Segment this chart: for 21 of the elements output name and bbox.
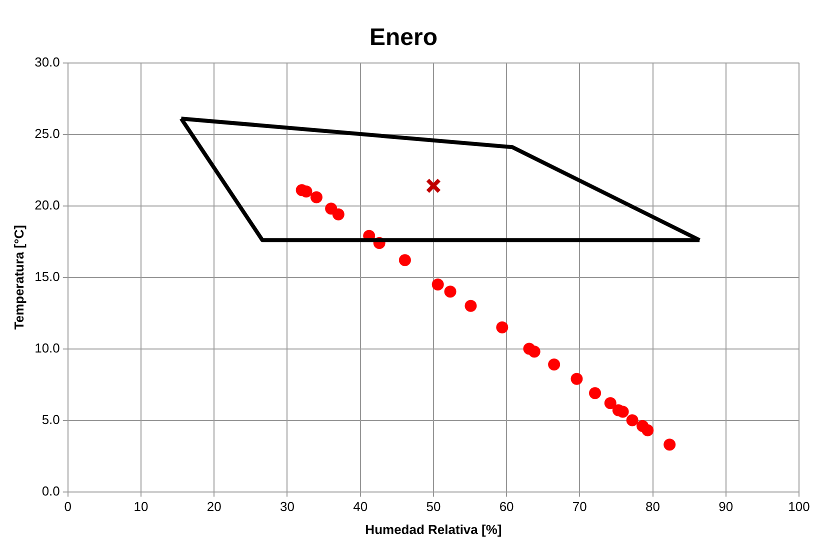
x-tick-label: 70 xyxy=(572,499,587,514)
x-tick-label: 50 xyxy=(426,499,441,514)
x-tick-label: 100 xyxy=(788,499,810,514)
y-axis-title: Temperatura [°C] xyxy=(11,224,26,330)
y-tick-label: 0.0 xyxy=(42,483,60,498)
x-tick-label: 10 xyxy=(134,499,148,514)
y-tick-label: 20.0 xyxy=(34,197,60,212)
y-tick-label: 30.0 xyxy=(34,54,60,70)
x-tick-label: 40 xyxy=(353,499,368,514)
x-tick-label: 20 xyxy=(206,499,222,514)
y-tick-label: 15.0 xyxy=(34,268,60,284)
x-tick-label: 60 xyxy=(499,499,514,514)
y-tick-label: 10.0 xyxy=(34,340,60,356)
y-tick-label: 25.0 xyxy=(34,126,60,141)
x-tick-label: 30 xyxy=(280,499,294,514)
y-tick-label: 5.0 xyxy=(42,412,60,427)
x-axis-title: Humedad Relativa [%] xyxy=(365,522,502,537)
x-tick-label: 90 xyxy=(718,499,734,514)
x-tick-label: 80 xyxy=(646,499,660,514)
chart-title: Enero xyxy=(369,24,438,52)
x-tick-label: 0 xyxy=(64,499,72,514)
